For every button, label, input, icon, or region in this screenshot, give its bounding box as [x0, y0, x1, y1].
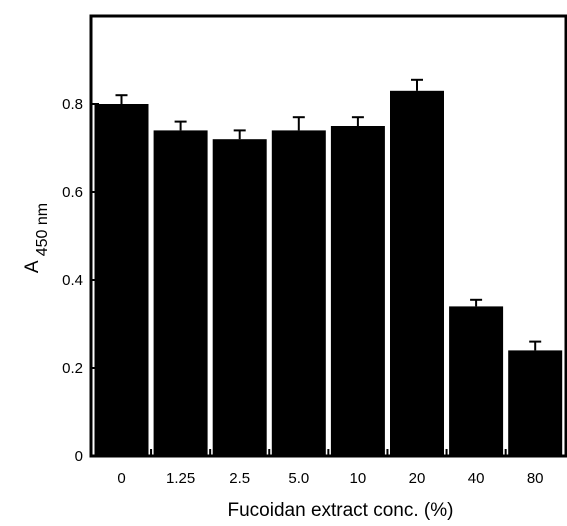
error-bar	[529, 340, 542, 351]
y-tick-label: 0.4	[62, 272, 83, 289]
y-tick-labels: 0 0.2 0.4 0.6 0.8	[62, 96, 83, 465]
x-tick-label: 2.5	[229, 470, 250, 487]
bar	[390, 90, 444, 457]
bar	[508, 350, 563, 456]
error-bar	[351, 116, 364, 126]
bar	[153, 130, 208, 456]
error-bars	[115, 78, 542, 351]
y-tick-label: 0.6	[62, 184, 83, 201]
y-tick-label: 0.8	[62, 96, 83, 113]
x-tick-label: 80	[527, 470, 544, 487]
y-axis-title: A 450 nm	[22, 203, 51, 273]
error-bar	[233, 129, 246, 140]
x-tick-label: 5.0	[288, 470, 309, 487]
bar	[94, 104, 149, 456]
error-bar	[411, 78, 423, 91]
error-bar	[470, 298, 483, 307]
bar	[212, 139, 267, 456]
x-tick-label: 20	[409, 470, 426, 487]
x-tick-label: 10	[350, 470, 367, 487]
error-bar	[174, 120, 187, 131]
error-bar	[292, 116, 305, 131]
x-tick-label: 0	[117, 470, 125, 487]
y-tick-label: 0.2	[62, 360, 83, 377]
x-tick-label: 40	[468, 470, 485, 487]
x-tick-label: 1.25	[166, 470, 195, 487]
y-axis-title-main: A	[22, 260, 43, 273]
x-axis-title: Fucoidan extract conc. (%)	[228, 500, 454, 521]
bar	[271, 130, 326, 456]
y-axis-title-subscript: 450 nm	[34, 203, 51, 256]
y-tick-label: 0	[75, 448, 83, 465]
bars	[94, 90, 563, 457]
plot-frame	[89, 14, 567, 458]
error-bar	[115, 94, 128, 104]
bar	[330, 126, 385, 456]
bar	[449, 306, 504, 456]
x-tick-labels: 0 1.25 2.5 5.0 10 20 40 80	[117, 470, 543, 487]
